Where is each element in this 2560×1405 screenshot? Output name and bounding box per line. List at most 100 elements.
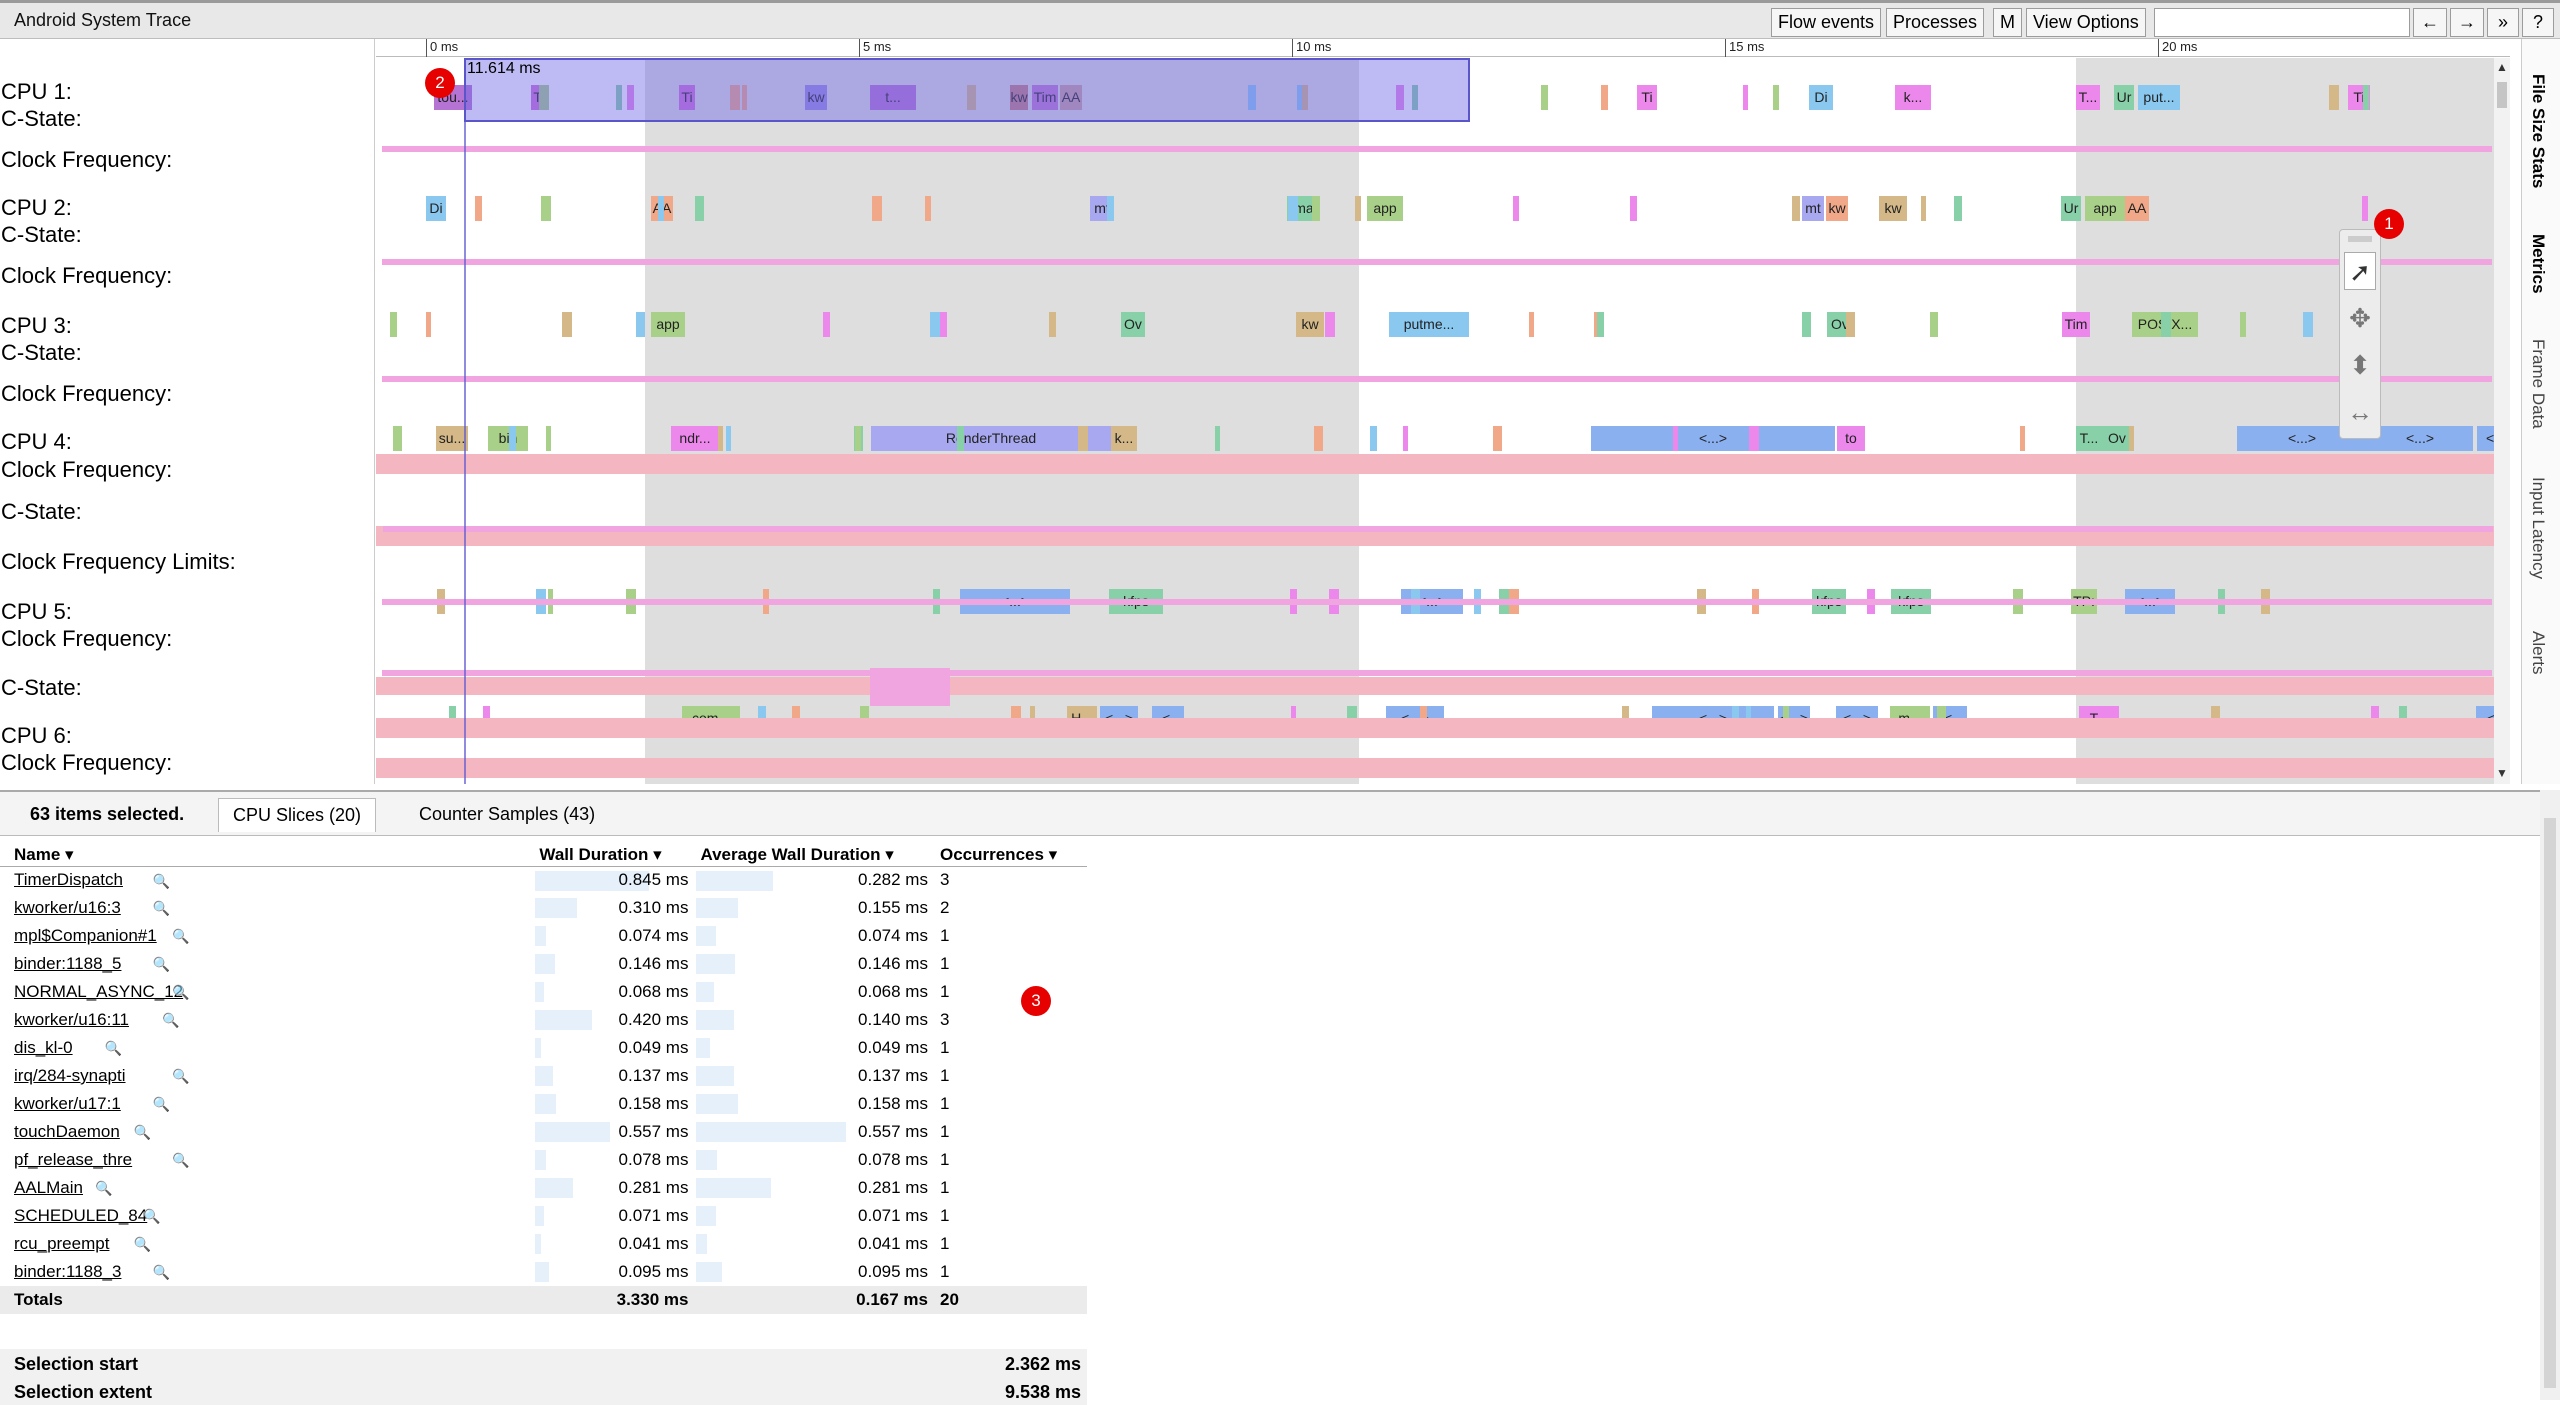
magnify-icon[interactable]: 🔍 (162, 1012, 180, 1028)
cpu-slice[interactable]: AA (1060, 85, 1082, 110)
cpu-slice[interactable] (1493, 426, 1502, 451)
timing-tool-icon[interactable]: ↔ (2347, 397, 2373, 427)
cpu-slice[interactable] (1513, 196, 1519, 221)
magnify-icon[interactable]: 🔍 (152, 900, 171, 916)
magnify-icon[interactable]: 🔍 (133, 1236, 152, 1252)
magnify-icon[interactable]: 🔍 (95, 1180, 113, 1196)
table-row[interactable]: rcu_preempt 🔍 0.041 ms 0.041 ms 1 (0, 1230, 1087, 1258)
cpu-slice[interactable] (930, 312, 940, 337)
cpu-slice[interactable]: to (1837, 426, 1865, 451)
more-button[interactable]: » (2487, 8, 2519, 37)
cpu-slice[interactable] (823, 312, 830, 337)
cpu-slice[interactable] (2329, 85, 2339, 110)
cpu-slice[interactable] (658, 196, 664, 221)
tab-file-size-stats[interactable]: File Size Stats (2529, 74, 2548, 189)
cpu-slice[interactable] (957, 426, 964, 451)
pan-tool-icon[interactable]: ✥ (2349, 303, 2371, 333)
table-row[interactable]: AALMain 🔍 0.281 ms 0.281 ms 1 (0, 1174, 1087, 1202)
cpu-slice[interactable] (726, 426, 731, 451)
cpu-slice[interactable]: Ur (2114, 85, 2134, 110)
time-ruler[interactable]: 0 ms 5 ms 10 ms 15 ms 20 ms (376, 39, 2510, 57)
cpu-slice[interactable] (1288, 196, 1298, 221)
cpu-slice[interactable] (925, 196, 931, 221)
cpu-slice[interactable] (562, 312, 572, 337)
cpu-slice[interactable] (541, 196, 551, 221)
cpu-slice[interactable] (1630, 196, 1637, 221)
table-row[interactable]: binder:1188_5 🔍 0.146 ms 0.146 ms 1 (0, 950, 1087, 978)
cpu-slice[interactable]: Tim (1032, 85, 1058, 110)
cpu-slice[interactable] (1078, 426, 1088, 451)
magnify-icon[interactable]: 🔍 (133, 1124, 152, 1140)
magnify-icon[interactable]: 🔍 (172, 1152, 190, 1168)
cpu-slice[interactable] (636, 312, 645, 337)
c-state-track[interactable] (381, 146, 2492, 152)
c-state-track[interactable] (381, 376, 2492, 382)
cpu-slice[interactable]: su... (436, 426, 468, 451)
slice-name-link[interactable]: AALMain (14, 1178, 83, 1197)
slice-name-link[interactable]: mpl$Companion#1 (14, 926, 157, 945)
table-row[interactable]: TimerDispatch 🔍 0.845 ms 0.282 ms 3 (0, 866, 1087, 894)
cpu-slice[interactable] (2363, 85, 2369, 110)
cpu-slice[interactable] (872, 196, 882, 221)
cpu-slice[interactable] (2129, 426, 2134, 451)
magnify-icon[interactable]: 🔍 (152, 956, 171, 972)
clock-frequency-band[interactable] (376, 677, 2510, 695)
cpu-slice[interactable] (1370, 426, 1377, 451)
cpu-slice[interactable]: app (651, 312, 685, 337)
drag-handle[interactable] (2348, 236, 2372, 242)
cpu-slice[interactable]: RenderThread (871, 426, 1111, 451)
cpu-slice[interactable]: bin (488, 426, 528, 451)
cpu-slice[interactable] (1773, 85, 1779, 110)
clock-frequency-band[interactable] (376, 454, 2510, 474)
table-row[interactable]: kworker/u17:1 🔍 0.158 ms 0.158 ms 1 (0, 1090, 1087, 1118)
cpu-slice[interactable]: put... (2138, 85, 2180, 110)
cpu-slice[interactable] (1412, 85, 1418, 110)
slice-name-link[interactable]: kworker/u17:1 (14, 1094, 121, 1113)
cpu-slice[interactable]: t... (870, 85, 916, 110)
col-avg-wall-duration[interactable]: Average Wall Duration ▾ (694, 844, 934, 867)
flow-events-button[interactable]: Flow events (1771, 8, 1882, 37)
cpu-slice[interactable] (1355, 196, 1361, 221)
col-wall-duration[interactable]: Wall Duration ▾ (533, 844, 695, 867)
cpu-slice[interactable]: putme... (1389, 312, 1469, 337)
cpu-slice[interactable] (1049, 312, 1056, 337)
cpu-slice[interactable] (1846, 312, 1855, 337)
cpu-slice[interactable]: <...> (1591, 426, 1835, 451)
slice-name-link[interactable]: pf_release_thre (14, 1150, 133, 1169)
trace-canvas[interactable]: tou...TiTikwt...kwTimAATiDik...T...Urput… (376, 58, 2510, 784)
cpu-slice[interactable] (1325, 312, 1335, 337)
zoom-tool-icon[interactable]: ⬍ (2349, 350, 2371, 380)
cpu-slice[interactable]: Tim (2062, 312, 2090, 337)
c-state-track[interactable] (383, 526, 2493, 532)
cpu-slice[interactable]: T... (2076, 426, 2102, 451)
scroll-thumb[interactable] (2544, 818, 2556, 1388)
magnify-icon[interactable]: 🔍 (143, 1208, 161, 1224)
magnify-icon[interactable]: 🔍 (152, 1096, 171, 1112)
c-state-track[interactable] (381, 599, 2492, 605)
tab-alerts[interactable]: Alerts (2529, 631, 2548, 675)
cpu-slice[interactable] (475, 196, 482, 221)
cpu-slice[interactable]: kw (805, 85, 827, 110)
magnify-icon[interactable]: 🔍 (172, 1068, 190, 1084)
cpu-slice[interactable]: kw (1879, 196, 1907, 221)
table-row[interactable]: NORMAL_ASYNC_12 🔍 0.068 ms 0.068 ms 1 (0, 978, 1087, 1006)
slice-name-link[interactable]: kworker/u16:3 (14, 898, 121, 917)
slice-name-link[interactable]: dis_kl-0 (14, 1038, 73, 1057)
m-button[interactable]: M (1993, 8, 2022, 37)
cpu-slice[interactable] (1396, 85, 1404, 110)
tab-cpu-slices[interactable]: CPU Slices (20) (218, 798, 377, 832)
cpu-slice[interactable]: app (2085, 196, 2125, 221)
next-result-button[interactable]: → (2450, 8, 2484, 37)
cpu-slice[interactable] (426, 312, 431, 337)
magnify-icon[interactable]: 🔍 (152, 872, 171, 889)
cpu-slice[interactable] (1541, 85, 1548, 110)
help-button[interactable]: ? (2522, 8, 2554, 37)
cpu-slice[interactable] (1930, 312, 1938, 337)
slice-name-link[interactable]: rcu_preempt (14, 1234, 110, 1253)
cpu-slice[interactable] (1302, 85, 1308, 110)
cpu-slice[interactable] (1792, 196, 1800, 221)
magnify-icon[interactable]: 🔍 (104, 1040, 123, 1056)
cpu-slice[interactable] (1743, 85, 1748, 110)
cpu-slice[interactable]: k... (1111, 426, 1137, 451)
cpu-slice[interactable] (1601, 85, 1608, 110)
